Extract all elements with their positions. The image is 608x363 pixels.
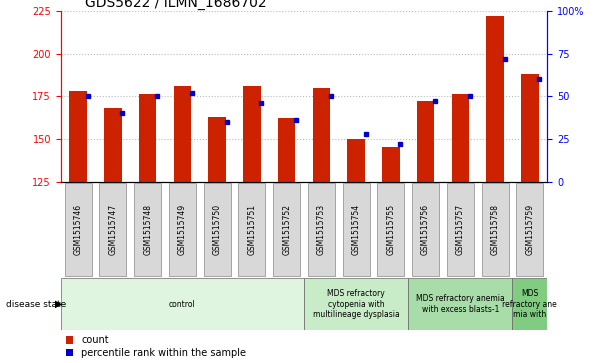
Bar — [412, 183, 439, 276]
Bar — [417, 101, 434, 182]
Text: GSM1515754: GSM1515754 — [351, 204, 361, 255]
Text: GSM1515747: GSM1515747 — [108, 204, 117, 255]
Bar — [204, 183, 230, 276]
Bar — [447, 183, 474, 276]
Bar — [513, 278, 547, 330]
Text: GSM1515746: GSM1515746 — [74, 204, 83, 255]
Text: GSM1515758: GSM1515758 — [491, 204, 500, 255]
Text: GSM1515751: GSM1515751 — [247, 204, 257, 255]
Bar — [139, 94, 156, 182]
Bar — [169, 183, 196, 276]
Text: control: control — [169, 299, 196, 309]
Bar — [273, 183, 300, 276]
Bar — [238, 183, 266, 276]
Bar — [452, 94, 469, 182]
Bar — [174, 86, 191, 182]
Text: GSM1515759: GSM1515759 — [525, 204, 534, 255]
Text: MDS refractory
cytopenia with
multilineage dysplasia: MDS refractory cytopenia with multilinea… — [313, 289, 399, 319]
Bar — [486, 16, 504, 182]
Bar — [104, 108, 122, 182]
Text: GDS5622 / ILMN_1686702: GDS5622 / ILMN_1686702 — [85, 0, 267, 10]
Bar — [382, 147, 399, 182]
Text: ▶: ▶ — [55, 299, 62, 309]
Bar — [521, 74, 539, 182]
Bar — [61, 278, 304, 330]
Legend: count, percentile rank within the sample: count, percentile rank within the sample — [66, 335, 246, 358]
Bar — [313, 87, 330, 182]
Text: MDS
refractory ane
mia with: MDS refractory ane mia with — [502, 289, 557, 319]
Bar — [516, 183, 544, 276]
Bar — [69, 91, 87, 182]
Text: GSM1515756: GSM1515756 — [421, 204, 430, 255]
Bar — [278, 118, 295, 182]
Bar — [347, 139, 365, 182]
Bar — [342, 183, 370, 276]
Text: GSM1515749: GSM1515749 — [178, 204, 187, 255]
Bar — [209, 117, 226, 182]
Text: MDS refractory anemia
with excess blasts-1: MDS refractory anemia with excess blasts… — [416, 294, 505, 314]
Bar — [304, 278, 408, 330]
Text: GSM1515753: GSM1515753 — [317, 204, 326, 255]
Bar — [378, 183, 404, 276]
Bar — [482, 183, 509, 276]
Text: GSM1515757: GSM1515757 — [456, 204, 465, 255]
Text: GSM1515755: GSM1515755 — [386, 204, 395, 255]
Bar — [408, 278, 513, 330]
Text: disease state: disease state — [6, 299, 66, 309]
Bar — [243, 86, 261, 182]
Bar — [134, 183, 161, 276]
Bar — [64, 183, 92, 276]
Bar — [99, 183, 126, 276]
Bar — [308, 183, 335, 276]
Text: GSM1515748: GSM1515748 — [143, 204, 152, 255]
Text: GSM1515752: GSM1515752 — [282, 204, 291, 255]
Text: GSM1515750: GSM1515750 — [213, 204, 222, 255]
